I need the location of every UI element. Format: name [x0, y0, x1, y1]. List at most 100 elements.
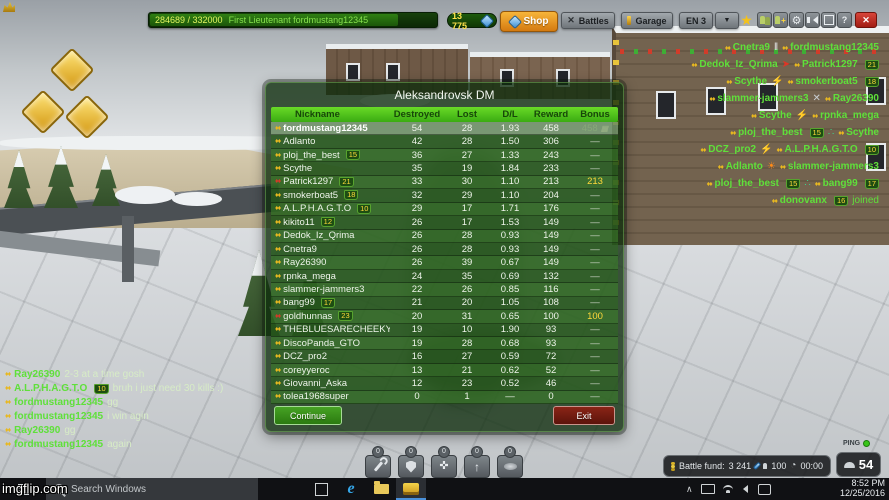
helmet-icon: [763, 463, 768, 469]
kill-feed-entry: ♦♦ Scythe ⚡ ♦♦ smokerboat5 18: [549, 76, 879, 87]
double-armor-supply-slot[interactable]: 0: [398, 446, 424, 478]
taskbar-clock[interactable]: 8:52 PM 12/25/2016: [840, 478, 885, 498]
language-server-button[interactable]: EN 3: [679, 12, 713, 29]
kill-feed: ♦♦ Cnetra9 ‖ ♦♦ fordmustang12345 ♦♦ Dedo…: [549, 42, 879, 212]
volume-icon[interactable]: [739, 485, 748, 493]
chat-message: ♦♦ Ray26390 gg: [5, 425, 295, 436]
tray-expand-icon[interactable]: ∧: [686, 483, 693, 494]
table-row[interactable]: ♦♦ kikito11 12 26 17 1.53 149 —▦: [271, 216, 618, 230]
add-friend-icon[interactable]: [773, 12, 788, 28]
nitro-supply-slot[interactable]: 0 ↑: [464, 446, 490, 478]
crystal-counter[interactable]: 13 775: [447, 11, 497, 31]
table-row[interactable]: ♦♦ Cnetra9 26 28 0.93 149 —▦: [271, 242, 618, 257]
double-damage-supply-slot[interactable]: 0 ✜: [431, 446, 457, 478]
rank-icon: ♦♦: [275, 245, 281, 253]
server-dropdown-button[interactable]: ▼: [715, 12, 739, 29]
reward-value: 149: [543, 243, 559, 255]
table-row[interactable]: ♦♦ slammer-jammers3 22 26 0.85 116 —▦: [271, 283, 618, 297]
help-icon[interactable]: [837, 12, 852, 28]
player-name: Patrick1297: [283, 176, 334, 188]
rank-icon: ♦♦: [275, 178, 281, 186]
fullscreen-icon[interactable]: [821, 12, 836, 28]
rank-icon: ♦♦: [709, 96, 715, 103]
table-row[interactable]: ♦♦ DCZ_pro2 16 27 0.59 72 —▦: [271, 350, 618, 364]
shop-button[interactable]: Shop: [500, 11, 558, 32]
rank-icon: ♦♦: [838, 130, 844, 137]
dl-value: 1.10: [500, 189, 520, 201]
nitro-icon: ↑: [474, 459, 480, 474]
search-input[interactable]: Search Windows: [46, 478, 258, 500]
display-icon[interactable]: [700, 484, 715, 494]
notification-icon[interactable]: [757, 483, 771, 495]
lost-value: 23: [461, 378, 473, 390]
reward-value: 213: [543, 176, 559, 188]
joined-note: joined: [852, 195, 879, 206]
table-row[interactable]: ♦♦ tolea1968super 0 1 — 0 —▦: [271, 390, 618, 405]
table-row[interactable]: ♦♦ coreyyeroc 13 21 0.62 52 —▦: [271, 363, 618, 378]
bonus-value: —▦: [590, 270, 600, 282]
table-row[interactable]: ♦♦ fordmustang12345 54 28 1.93 458 458 ▦: [271, 122, 618, 136]
exit-button[interactable]: Exit: [553, 406, 615, 425]
table-row[interactable]: ♦♦ rpnka_mega 24 35 0.69 132 —▦: [271, 269, 618, 284]
player-name: Cnetra9: [283, 243, 317, 255]
hammer-weapon-icon: ‖: [774, 41, 779, 53]
chat-author: fordmustang12345: [14, 411, 104, 422]
start-button[interactable]: [0, 478, 46, 500]
settings-icon[interactable]: [789, 12, 804, 28]
file-explorer-button[interactable]: [366, 478, 396, 500]
lost-value: 10: [461, 324, 473, 336]
table-row[interactable]: ♦♦ Ray26390 26 39 0.67 149 —▦: [271, 256, 618, 270]
capacity-value: 100: [771, 461, 787, 471]
continue-button[interactable]: Continue: [274, 406, 342, 425]
close-icon[interactable]: [855, 12, 877, 28]
table-row[interactable]: ♦♦ goldhunnas 23 20 31 0.65 100 100▦: [271, 310, 618, 324]
chat-author: fordmustang12345: [14, 397, 104, 408]
mine-supply-slot[interactable]: 0: [497, 446, 523, 478]
snow-mound: [172, 192, 222, 206]
reward-value: 100: [543, 310, 559, 322]
table-row[interactable]: ♦♦ A.L.P.H.A.G.T.O 10 29 17 1.71 176 —▦: [271, 202, 618, 217]
chevron-down-icon: ▼: [723, 17, 731, 24]
destroyed-value: 26: [411, 257, 423, 269]
table-row[interactable]: ♦♦ Giovanni_Aska 12 23 0.52 46 —▦: [271, 377, 618, 391]
firebird-weapon-icon: ☀: [766, 160, 776, 172]
table-row[interactable]: ♦♦ DiscoPanda_GTO 19 28 0.68 93 —▦: [271, 337, 618, 351]
battles-label: Battles: [578, 15, 609, 26]
tanki-game-button[interactable]: [396, 478, 426, 500]
rank-icon: ♦♦: [776, 147, 783, 154]
table-row[interactable]: ♦♦ smokerboat5 18 32 29 1.10 204 —▦: [271, 189, 618, 203]
bonus-value: —▦: [590, 297, 600, 309]
rank-icon: ♦♦: [726, 79, 732, 86]
destroyed-value: 26: [411, 243, 423, 255]
table-row[interactable]: ♦♦ ploj_the_best 15 36 27 1.33 243 —▦: [271, 148, 618, 163]
level-badge: 17: [320, 297, 336, 308]
table-row[interactable]: ♦♦ THEBLUESARECHEEKY 19 10 1.90 93 —▦: [271, 323, 618, 337]
wifi-icon[interactable]: [722, 484, 733, 494]
internet-explorer-button[interactable]: e: [336, 478, 366, 500]
rank-icon: ♦♦: [700, 147, 706, 154]
timer-value: 00:00: [800, 461, 823, 471]
table-row[interactable]: ♦♦ Dedok_Iz_Qrima 26 28 0.93 149 —▦: [271, 229, 618, 243]
star-icon[interactable]: [738, 12, 755, 28]
level-badge: 21: [864, 59, 879, 70]
garage-button[interactable]: Garage: [621, 12, 673, 29]
table-row[interactable]: ♦♦ Patrick1297 21 33 30 1.10 213 213▦: [271, 175, 618, 190]
bonus-value: —▦: [590, 337, 600, 349]
friends-icon[interactable]: [757, 12, 772, 28]
rank-icon: ♦♦: [275, 191, 281, 199]
smoky-weapon-icon: ∴: [827, 126, 835, 138]
lost-value: 31: [461, 310, 473, 322]
bonus-value: —▦: [590, 189, 600, 201]
repair-kit-supply-slot[interactable]: 0: [365, 446, 391, 478]
table-row[interactable]: ♦♦ Scythe 35 19 1.84 233 —▦: [271, 162, 618, 176]
col-dl: D/L: [502, 109, 518, 120]
sound-icon[interactable]: [805, 12, 820, 28]
reward-value: 132: [543, 270, 559, 282]
table-row[interactable]: ♦♦ Adlanto 42 28 1.50 306 —▦: [271, 135, 618, 149]
lost-value: 35: [461, 270, 473, 282]
battles-button[interactable]: ✕ Battles: [561, 12, 615, 29]
table-row[interactable]: ♦♦ bang99 17 21 20 1.05 108 —▦: [271, 296, 618, 311]
lost-value: 19: [461, 163, 473, 175]
task-view-button[interactable]: [306, 478, 336, 500]
rank-icon: ♦♦: [275, 138, 281, 146]
